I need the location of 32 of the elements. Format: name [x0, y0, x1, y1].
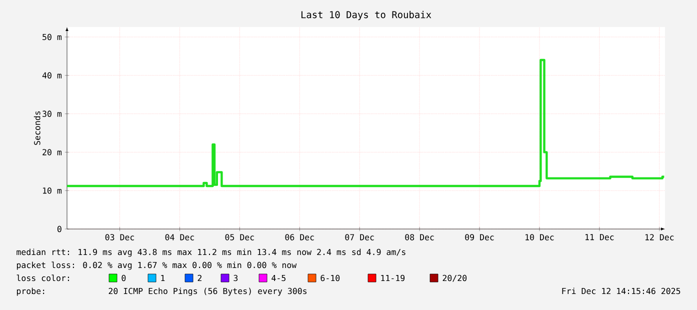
x-tick-label: 12 Dec [645, 234, 674, 240]
text: Fri Dec 12 14:15:46 2025 [562, 288, 680, 294]
text: 20/20 [442, 274, 467, 282]
text: 20 ICMP Echo Pings (56 Bytes) every 300s [108, 288, 306, 296]
text: median rtt: 11.9 ms avg 43.8 ms max 11.2 ms min 13.4 ms now 2.4 ms sd 4.9 am/s [16, 248, 406, 257]
y-tick-label: 40 m [42, 72, 62, 79]
y-tick-label: 50 m [42, 34, 62, 40]
text: probe: [16, 288, 44, 296]
chart-title: Last 10 Days to Roubaix [301, 10, 432, 20]
text: 2 [198, 274, 202, 281]
text: loss color: [16, 274, 69, 282]
y-axis-title: Seconds [34, 111, 40, 145]
y-tick-label: 10 m [43, 187, 62, 194]
text: 3 [234, 274, 238, 282]
text: 1 [161, 274, 165, 281]
x-tick-label: 10 Dec [526, 234, 554, 240]
x-tick-label: 06 Dec [285, 234, 314, 240]
y-tick-label: 0 [57, 226, 62, 232]
text: 4-5 [272, 274, 286, 282]
y-tick-label: 30 m [42, 110, 62, 117]
text: 11-19 [381, 274, 405, 282]
x-tick-label: 05 Dec [225, 234, 254, 240]
x-tick-label: 09 Dec [465, 234, 494, 240]
x-tick-label: 04 Dec [165, 234, 194, 240]
y-tick-label: 20 m [42, 149, 62, 156]
x-tick-label: 07 Dec [345, 234, 374, 240]
text: packet loss: 0.02 % avg 1.67 % max 0.00 % min 0.00 % now [16, 262, 297, 270]
text: 6-10 [320, 274, 340, 282]
x-tick-label: 03 Dec [105, 234, 134, 240]
text: 0 [122, 274, 126, 282]
x-tick-label: 11 Dec [586, 234, 614, 240]
x-tick-label: 08 Dec [405, 234, 434, 240]
